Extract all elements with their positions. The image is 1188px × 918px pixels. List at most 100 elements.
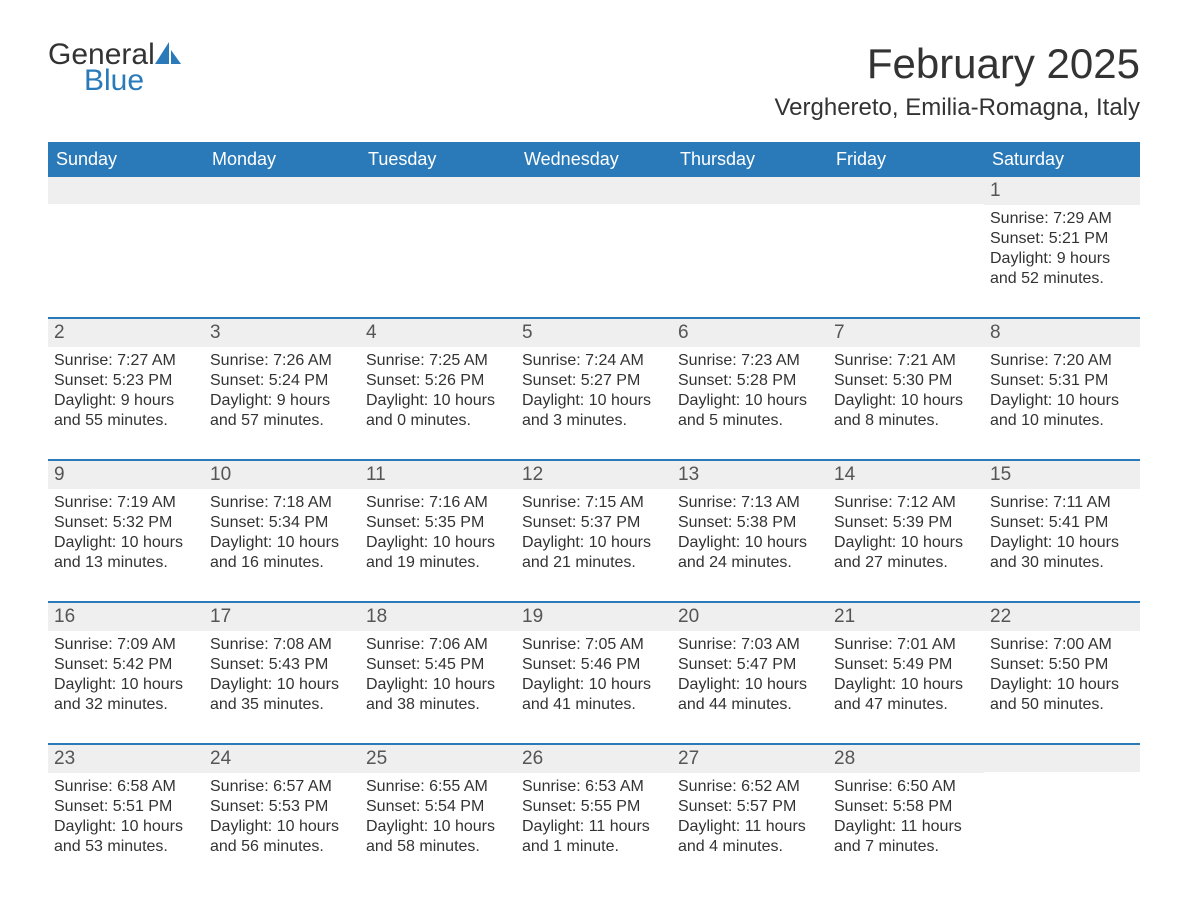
- sunrise-text: Sunrise: 7:19 AM: [54, 493, 198, 513]
- sunset-text: Sunset: 5:26 PM: [366, 371, 510, 391]
- day-number: 15: [984, 461, 1140, 489]
- day-cell: [516, 177, 672, 293]
- sunset-text: Sunset: 5:24 PM: [210, 371, 354, 391]
- sunset-text: Sunset: 5:34 PM: [210, 513, 354, 533]
- day-number: 11: [360, 461, 516, 489]
- day-cell: 26Sunrise: 6:53 AMSunset: 5:55 PMDayligh…: [516, 745, 672, 861]
- day-content: Sunrise: 7:27 AMSunset: 5:23 PMDaylight:…: [48, 347, 204, 435]
- day-number: 6: [672, 319, 828, 347]
- day-number: 19: [516, 603, 672, 631]
- day-content: Sunrise: 7:24 AMSunset: 5:27 PMDaylight:…: [516, 347, 672, 435]
- day-cell: [204, 177, 360, 293]
- day-content: Sunrise: 6:50 AMSunset: 5:58 PMDaylight:…: [828, 773, 984, 861]
- day-content: Sunrise: 7:12 AMSunset: 5:39 PMDaylight:…: [828, 489, 984, 577]
- brand-logo: General Blue: [48, 40, 181, 96]
- day-header: Tuesday: [360, 142, 516, 177]
- sunrise-text: Sunrise: 7:15 AM: [522, 493, 666, 513]
- day-cell: 9Sunrise: 7:19 AMSunset: 5:32 PMDaylight…: [48, 461, 204, 577]
- day-number: 3: [204, 319, 360, 347]
- daylight-text: Daylight: 10 hours and 0 minutes.: [366, 391, 510, 431]
- sunset-text: Sunset: 5:41 PM: [990, 513, 1134, 533]
- day-cell: 10Sunrise: 7:18 AMSunset: 5:34 PMDayligh…: [204, 461, 360, 577]
- day-number: 8: [984, 319, 1140, 347]
- sail-icon: [155, 40, 181, 70]
- day-number: 7: [828, 319, 984, 347]
- day-header: Saturday: [984, 142, 1140, 177]
- sunset-text: Sunset: 5:21 PM: [990, 229, 1134, 249]
- day-number: 27: [672, 745, 828, 773]
- daylight-text: Daylight: 10 hours and 50 minutes.: [990, 675, 1134, 715]
- day-cell: 16Sunrise: 7:09 AMSunset: 5:42 PMDayligh…: [48, 603, 204, 719]
- day-cell: 27Sunrise: 6:52 AMSunset: 5:57 PMDayligh…: [672, 745, 828, 861]
- day-number: 18: [360, 603, 516, 631]
- day-content: Sunrise: 7:25 AMSunset: 5:26 PMDaylight:…: [360, 347, 516, 435]
- day-number: 9: [48, 461, 204, 489]
- sunrise-text: Sunrise: 6:52 AM: [678, 777, 822, 797]
- day-cell: [48, 177, 204, 293]
- day-cell: 13Sunrise: 7:13 AMSunset: 5:38 PMDayligh…: [672, 461, 828, 577]
- day-cell: 20Sunrise: 7:03 AMSunset: 5:47 PMDayligh…: [672, 603, 828, 719]
- day-number: 16: [48, 603, 204, 631]
- day-content: Sunrise: 7:11 AMSunset: 5:41 PMDaylight:…: [984, 489, 1140, 577]
- day-number: 26: [516, 745, 672, 773]
- day-content: Sunrise: 7:09 AMSunset: 5:42 PMDaylight:…: [48, 631, 204, 719]
- day-number: 23: [48, 745, 204, 773]
- day-content: Sunrise: 6:57 AMSunset: 5:53 PMDaylight:…: [204, 773, 360, 861]
- day-number: 10: [204, 461, 360, 489]
- daylight-text: Daylight: 10 hours and 3 minutes.: [522, 391, 666, 431]
- day-number: 25: [360, 745, 516, 773]
- daylight-text: Daylight: 9 hours and 52 minutes.: [990, 249, 1134, 289]
- day-number: [204, 177, 360, 204]
- day-content: Sunrise: 6:58 AMSunset: 5:51 PMDaylight:…: [48, 773, 204, 861]
- daylight-text: Daylight: 10 hours and 53 minutes.: [54, 817, 198, 857]
- day-content: Sunrise: 7:01 AMSunset: 5:49 PMDaylight:…: [828, 631, 984, 719]
- daylight-text: Daylight: 10 hours and 21 minutes.: [522, 533, 666, 573]
- day-number: [828, 177, 984, 204]
- day-content: Sunrise: 7:29 AMSunset: 5:21 PMDaylight:…: [984, 205, 1140, 293]
- day-number: 14: [828, 461, 984, 489]
- sunset-text: Sunset: 5:50 PM: [990, 655, 1134, 675]
- day-content: Sunrise: 7:20 AMSunset: 5:31 PMDaylight:…: [984, 347, 1140, 435]
- sunset-text: Sunset: 5:42 PM: [54, 655, 198, 675]
- sunset-text: Sunset: 5:32 PM: [54, 513, 198, 533]
- day-number: 13: [672, 461, 828, 489]
- week-row: 16Sunrise: 7:09 AMSunset: 5:42 PMDayligh…: [48, 601, 1140, 719]
- sunset-text: Sunset: 5:43 PM: [210, 655, 354, 675]
- daylight-text: Daylight: 10 hours and 56 minutes.: [210, 817, 354, 857]
- sunrise-text: Sunrise: 7:05 AM: [522, 635, 666, 655]
- sunrise-text: Sunrise: 7:20 AM: [990, 351, 1134, 371]
- day-cell: 2Sunrise: 7:27 AMSunset: 5:23 PMDaylight…: [48, 319, 204, 435]
- sunset-text: Sunset: 5:58 PM: [834, 797, 978, 817]
- daylight-text: Daylight: 10 hours and 16 minutes.: [210, 533, 354, 573]
- day-cell: 3 Sunrise: 7:26 AMSunset: 5:24 PMDaylight…: [204, 319, 360, 435]
- sunrise-text: Sunrise: 7:23 AM: [678, 351, 822, 371]
- week-row: 9Sunrise: 7:19 AMSunset: 5:32 PMDaylight…: [48, 459, 1140, 577]
- day-header: Thursday: [672, 142, 828, 177]
- daylight-text: Daylight: 10 hours and 5 minutes.: [678, 391, 822, 431]
- day-cell: 24Sunrise: 6:57 AMSunset: 5:53 PMDayligh…: [204, 745, 360, 861]
- sunrise-text: Sunrise: 7:13 AM: [678, 493, 822, 513]
- calendar: SundayMondayTuesdayWednesdayThursdayFrid…: [48, 142, 1140, 861]
- day-cell: 25Sunrise: 6:55 AMSunset: 5:54 PMDayligh…: [360, 745, 516, 861]
- day-number: 17: [204, 603, 360, 631]
- day-cell: 17Sunrise: 7:08 AMSunset: 5:43 PMDayligh…: [204, 603, 360, 719]
- sunrise-text: Sunrise: 7:26 AM: [210, 351, 354, 371]
- sunset-text: Sunset: 5:28 PM: [678, 371, 822, 391]
- daylight-text: Daylight: 9 hours and 57 minutes.: [210, 391, 354, 431]
- day-cell: [360, 177, 516, 293]
- day-content: Sunrise: 7:03 AMSunset: 5:47 PMDaylight:…: [672, 631, 828, 719]
- day-number: [516, 177, 672, 204]
- day-cell: 4Sunrise: 7:25 AMSunset: 5:26 PMDaylight…: [360, 319, 516, 435]
- week-row: 23Sunrise: 6:58 AMSunset: 5:51 PMDayligh…: [48, 743, 1140, 861]
- sunset-text: Sunset: 5:55 PM: [522, 797, 666, 817]
- daylight-text: Daylight: 11 hours and 1 minute.: [522, 817, 666, 857]
- day-cell: 23Sunrise: 6:58 AMSunset: 5:51 PMDayligh…: [48, 745, 204, 861]
- day-number: 5: [516, 319, 672, 347]
- day-header: Friday: [828, 142, 984, 177]
- day-cell: [828, 177, 984, 293]
- day-content: Sunrise: 6:52 AMSunset: 5:57 PMDaylight:…: [672, 773, 828, 861]
- day-content: Sunrise: 7:19 AMSunset: 5:32 PMDaylight:…: [48, 489, 204, 577]
- sunrise-text: Sunrise: 6:58 AM: [54, 777, 198, 797]
- day-number: 22: [984, 603, 1140, 631]
- sunrise-text: Sunrise: 7:11 AM: [990, 493, 1134, 513]
